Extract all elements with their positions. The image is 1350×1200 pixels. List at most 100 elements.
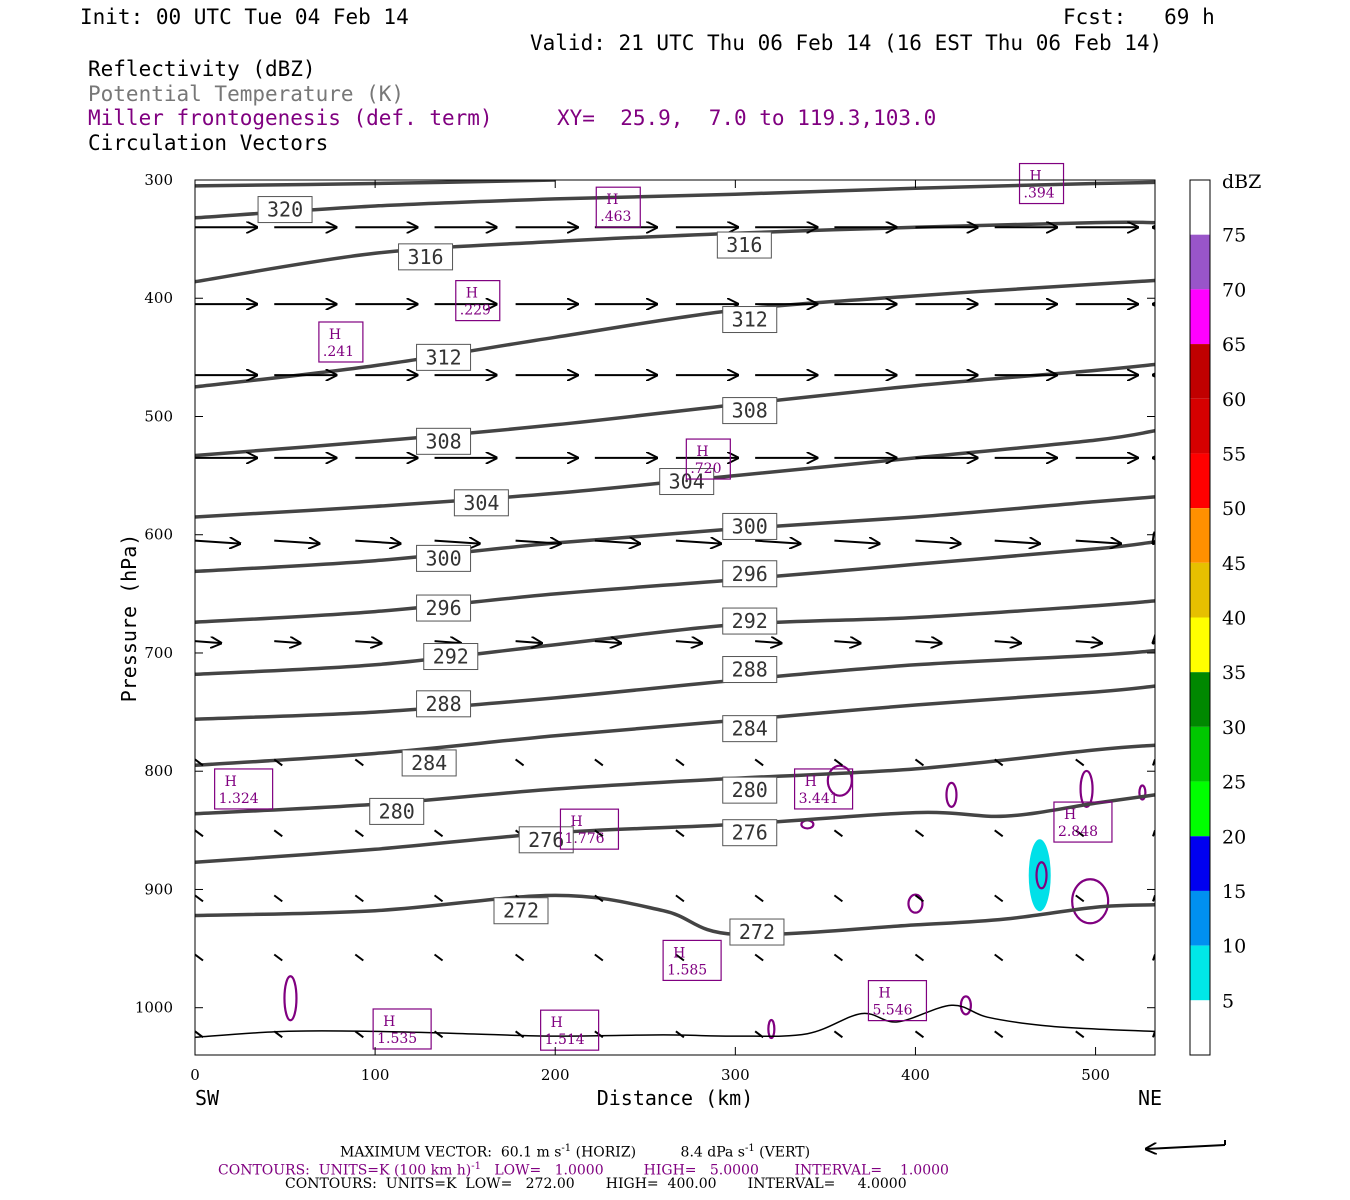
svg-text:280: 280: [732, 778, 768, 802]
svg-text:320: 320: [267, 198, 303, 222]
svg-text:.241: .241: [323, 344, 354, 360]
y-tick-label: 600: [144, 526, 173, 544]
circulation-vector: [755, 541, 800, 544]
circulation-vector: [515, 1030, 525, 1039]
svg-text:296: 296: [425, 596, 461, 620]
frontogenesis-max-label: H1.514: [540, 1009, 600, 1051]
circulation-vector: [433, 829, 444, 838]
x-tick-label: 400: [901, 1066, 930, 1084]
theta-label: 272: [729, 918, 785, 946]
frontogenesis-contour: [826, 764, 853, 797]
colorbar-segment: [1190, 945, 1210, 1001]
colorbar-label: 25: [1222, 772, 1246, 794]
circulation-vector: [274, 641, 300, 643]
svg-text:H: H: [551, 1015, 563, 1031]
colorbar-segment: [1190, 398, 1210, 454]
circulation-vector: [594, 829, 604, 838]
svg-text:H: H: [805, 774, 817, 790]
svg-text:1.776: 1.776: [564, 831, 604, 847]
cross-section-endpoints: XY= 25.9, 7.0 to 119.3,103.0: [557, 106, 937, 130]
theta-label: 292: [423, 643, 479, 671]
frontogenesis-max-label: H2.848: [1053, 801, 1113, 843]
colorbar-label: 40: [1222, 608, 1246, 630]
circulation-vector: [354, 953, 364, 962]
circulation-vector: [433, 894, 444, 903]
theta-label: 316: [716, 231, 772, 259]
colorbar-label: 65: [1222, 334, 1246, 356]
colorbar-label: 20: [1222, 826, 1246, 848]
theta-contour-300: [195, 495, 1155, 574]
svg-text:276: 276: [528, 828, 564, 852]
frontogenesis-max-label: H.229: [455, 280, 501, 322]
theta-label: 308: [722, 397, 778, 425]
theta-contour-296: [195, 540, 1155, 624]
colorbar-label: 70: [1222, 279, 1246, 301]
circulation-vector: [1075, 1030, 1085, 1039]
svg-text:1.585: 1.585: [667, 962, 707, 978]
svg-text:H: H: [673, 945, 685, 961]
x-tick-label: 100: [361, 1066, 390, 1084]
svg-text:284: 284: [411, 751, 447, 775]
colorbar-segment: [1190, 781, 1210, 837]
svg-text:288: 288: [732, 658, 768, 682]
colorbar-label: 30: [1222, 717, 1246, 739]
frontogenesis-max-label: H1.324: [214, 768, 274, 810]
circulation-vector: [1075, 953, 1085, 962]
svg-text:276: 276: [732, 821, 768, 845]
colorbar-label: 50: [1222, 498, 1246, 520]
svg-text:312: 312: [425, 345, 461, 369]
theta-label: 292: [722, 607, 778, 635]
circulation-vector: [1075, 894, 1085, 903]
colorbar-label: 45: [1222, 553, 1246, 575]
circulation-vector: [515, 758, 525, 767]
svg-text:304: 304: [463, 491, 499, 515]
theta-contour-info: CONTOURS: UNITS=K LOW= 272.00 HIGH= 400.…: [285, 1176, 907, 1192]
field-circulation-vectors: Circulation Vectors: [88, 131, 329, 155]
svg-text:272: 272: [503, 899, 539, 923]
circulation-vector: [594, 953, 604, 962]
frontogenesis-contour: [1138, 784, 1147, 801]
svg-text:284: 284: [732, 717, 768, 741]
circulation-vector: [833, 829, 843, 838]
frontogenesis-contour: [1079, 769, 1094, 809]
frontogenesis-max-label: H.394: [1018, 162, 1065, 205]
y-tick-label: 800: [144, 762, 173, 780]
svg-text:312: 312: [732, 308, 768, 332]
colorbar-segment: [1190, 890, 1210, 946]
circulation-vector: [355, 641, 381, 643]
frontogenesis-contour: [1035, 861, 1048, 890]
x-axis-title: Distance (km): [597, 1086, 754, 1110]
forecast-hour: Fcst: 69 h: [1063, 5, 1215, 29]
circulation-vector: [433, 953, 444, 962]
circulation-vector: [914, 758, 925, 767]
theta-contour-320: [195, 180, 1155, 220]
theta-label: 300: [722, 512, 778, 540]
theta-label: 320: [257, 196, 313, 224]
svg-text:1.514: 1.514: [545, 1032, 585, 1048]
svg-text:316: 316: [726, 233, 762, 257]
field-reflectivity: Reflectivity (dBZ): [88, 57, 316, 81]
circulation-vector: [594, 541, 640, 544]
theta-contour-316: [195, 220, 1155, 284]
y-tick-label: 900: [144, 880, 173, 898]
colorbar-label: 55: [1222, 443, 1246, 465]
circulation-vector: [994, 641, 1021, 643]
valid-time: Valid: 21 UTC Thu 06 Feb 14 (16 EST Thu …: [530, 31, 1163, 55]
colorbar-segment: [1190, 234, 1210, 290]
circulation-vector: [273, 829, 283, 838]
circulation-vector: [195, 894, 204, 903]
theta-contour-308: [195, 362, 1155, 458]
y-tick-label: 300: [144, 171, 173, 189]
circulation-vector: [834, 641, 860, 643]
theta-label: 276: [518, 826, 574, 854]
circulation-vector: [195, 641, 221, 643]
circulation-vector: [434, 641, 461, 643]
circulation-vector: [915, 641, 941, 643]
svg-text:308: 308: [425, 429, 461, 453]
circulation-vector: [434, 541, 480, 544]
circulation-vector: [195, 953, 204, 962]
x-tick-label: 300: [721, 1066, 750, 1084]
init-time: Init: 00 UTC Tue 04 Feb 14: [80, 5, 409, 29]
reflectivity-region: [1028, 839, 1051, 912]
